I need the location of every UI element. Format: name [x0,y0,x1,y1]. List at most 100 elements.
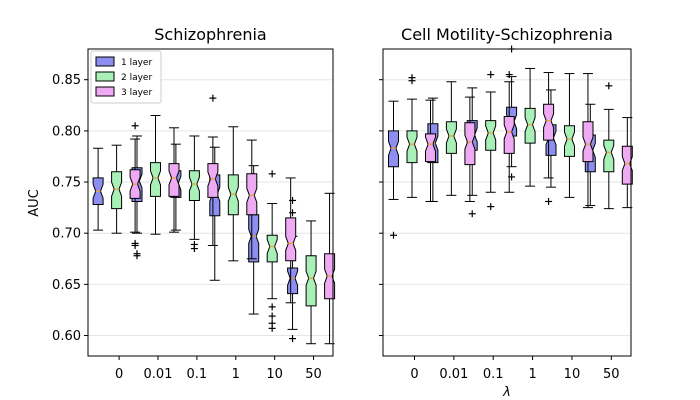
outlier-point [190,240,198,248]
y-tick-label: 0.85 [52,73,81,88]
y-tick-label: 0.70 [52,227,81,242]
box-body [287,267,299,295]
outlier-point [289,335,297,343]
box-body [485,120,497,151]
outlier-point [133,250,141,258]
axes-frame [382,48,632,357]
box-2-layer-0.1 [188,135,200,253]
legend-label-1-layer: 1 layer [121,58,152,68]
box-1-layer-0 [388,100,399,239]
panel-schizophrenia: Schizophrenia AUC 0.600.650.700.750.800.… [27,25,336,382]
outlier-point [487,203,495,211]
legend-swatch-1-layer [95,56,115,67]
legend: 1 layer 2 layer 3 layer [90,50,162,104]
legend-label-3-layer: 3 layer [121,88,152,98]
box-3-layer-50 [324,192,336,345]
x-tick-label: 1 [232,367,240,382]
box-body [564,125,575,157]
box-2-layer-0 [111,144,123,234]
y-axis-label: AUC [27,189,42,217]
outlier-point [389,231,397,239]
x-tick-label: 10 [564,367,581,382]
box-body [464,122,476,166]
box-1-layer-1 [506,45,518,181]
box-body [524,107,536,144]
box-body [266,234,278,263]
box-2-layer-0.1 [485,71,497,211]
x-tick-label: 10 [266,367,283,382]
box-body [248,214,260,263]
outlier-point [268,170,276,178]
x-tick-label: 50 [305,367,322,382]
x-tick-label: 50 [603,367,620,382]
x-axis: 0 0.01 0.1 1 10 50 [115,356,322,382]
box-3-layer-0 [425,99,436,202]
outlier-point [545,197,553,205]
box-body [168,163,180,197]
box-2-layer-50 [305,220,317,345]
box-2-layer-1 [524,67,536,187]
box-body [246,173,258,216]
y-axis: 0.60 0.65 0.70 0.75 0.80 0.85 [52,73,88,344]
box-body [503,116,515,154]
box-body [621,145,633,185]
box-3-layer-0 [129,122,141,249]
box-body [445,121,457,154]
box-3-layer-0.1 [207,94,219,246]
legend-label-2-layer: 2 layer [121,73,152,83]
x-tick-label: 0 [410,367,418,382]
box-body [406,130,418,164]
outlier-point [505,71,513,79]
outlier-point [268,319,276,327]
legend-swatch-2-layer [95,71,115,82]
x-axis: 0 0.01 0.1 1 10 50 [410,356,620,382]
box-3-layer-1 [246,139,258,260]
y-tick-label: 0.60 [52,329,81,344]
box-2-layer-10 [266,170,278,332]
box-3-layer-0.01 [168,127,180,233]
outlier-point [408,74,416,82]
boxes [388,45,633,239]
outlier-point [605,82,613,90]
box-body [111,171,123,210]
box-body [285,217,297,262]
x-axis-label: λ [502,385,511,400]
box-body [207,163,219,198]
box-2-layer-0.01 [150,115,161,235]
x-tick-label: 0.1 [187,367,208,382]
box-3-layer-10 [285,177,297,304]
y-tick-label: 0.80 [52,124,81,139]
box-3-layer-10 [582,73,594,209]
panel-title: Cell Motility-Schizophrenia [401,25,613,44]
box-body [150,162,161,197]
legend-swatch-3-layer [95,86,115,97]
box-2-layer-50 [603,82,615,210]
box-2-layer-10 [564,73,575,198]
outlier-point [131,122,139,130]
box-3-layer-0.01 [464,96,476,202]
box-3-layer-0.1 [503,71,515,193]
box-body [543,103,555,141]
box-body [188,170,200,201]
x-tick-label: 1 [528,367,536,382]
box-1-layer-0 [92,147,104,231]
box-3-layer-50 [621,117,633,209]
axes-frame [87,48,334,357]
box-body [425,133,436,163]
outlier-point [131,239,139,247]
boxes [92,94,336,345]
outlier-point [487,71,495,79]
box-2-layer-0.01 [445,81,457,196]
x-tick-label: 0.1 [483,367,504,382]
panel-cell-motility-schizophrenia: Cell Motility-Schizophrenia λ 0 0.01 0.1 1 1… [379,25,633,400]
x-tick-label: 0.01 [144,367,173,382]
box-2-layer-0 [406,74,418,198]
y-tick-label: 0.75 [52,176,81,191]
y-tick-label: 0.65 [52,278,81,293]
y-axis [379,79,383,337]
box-body [603,139,615,173]
outlier-point [289,209,297,217]
x-tick-label: 0.01 [439,367,468,382]
outlier-point [468,210,476,218]
